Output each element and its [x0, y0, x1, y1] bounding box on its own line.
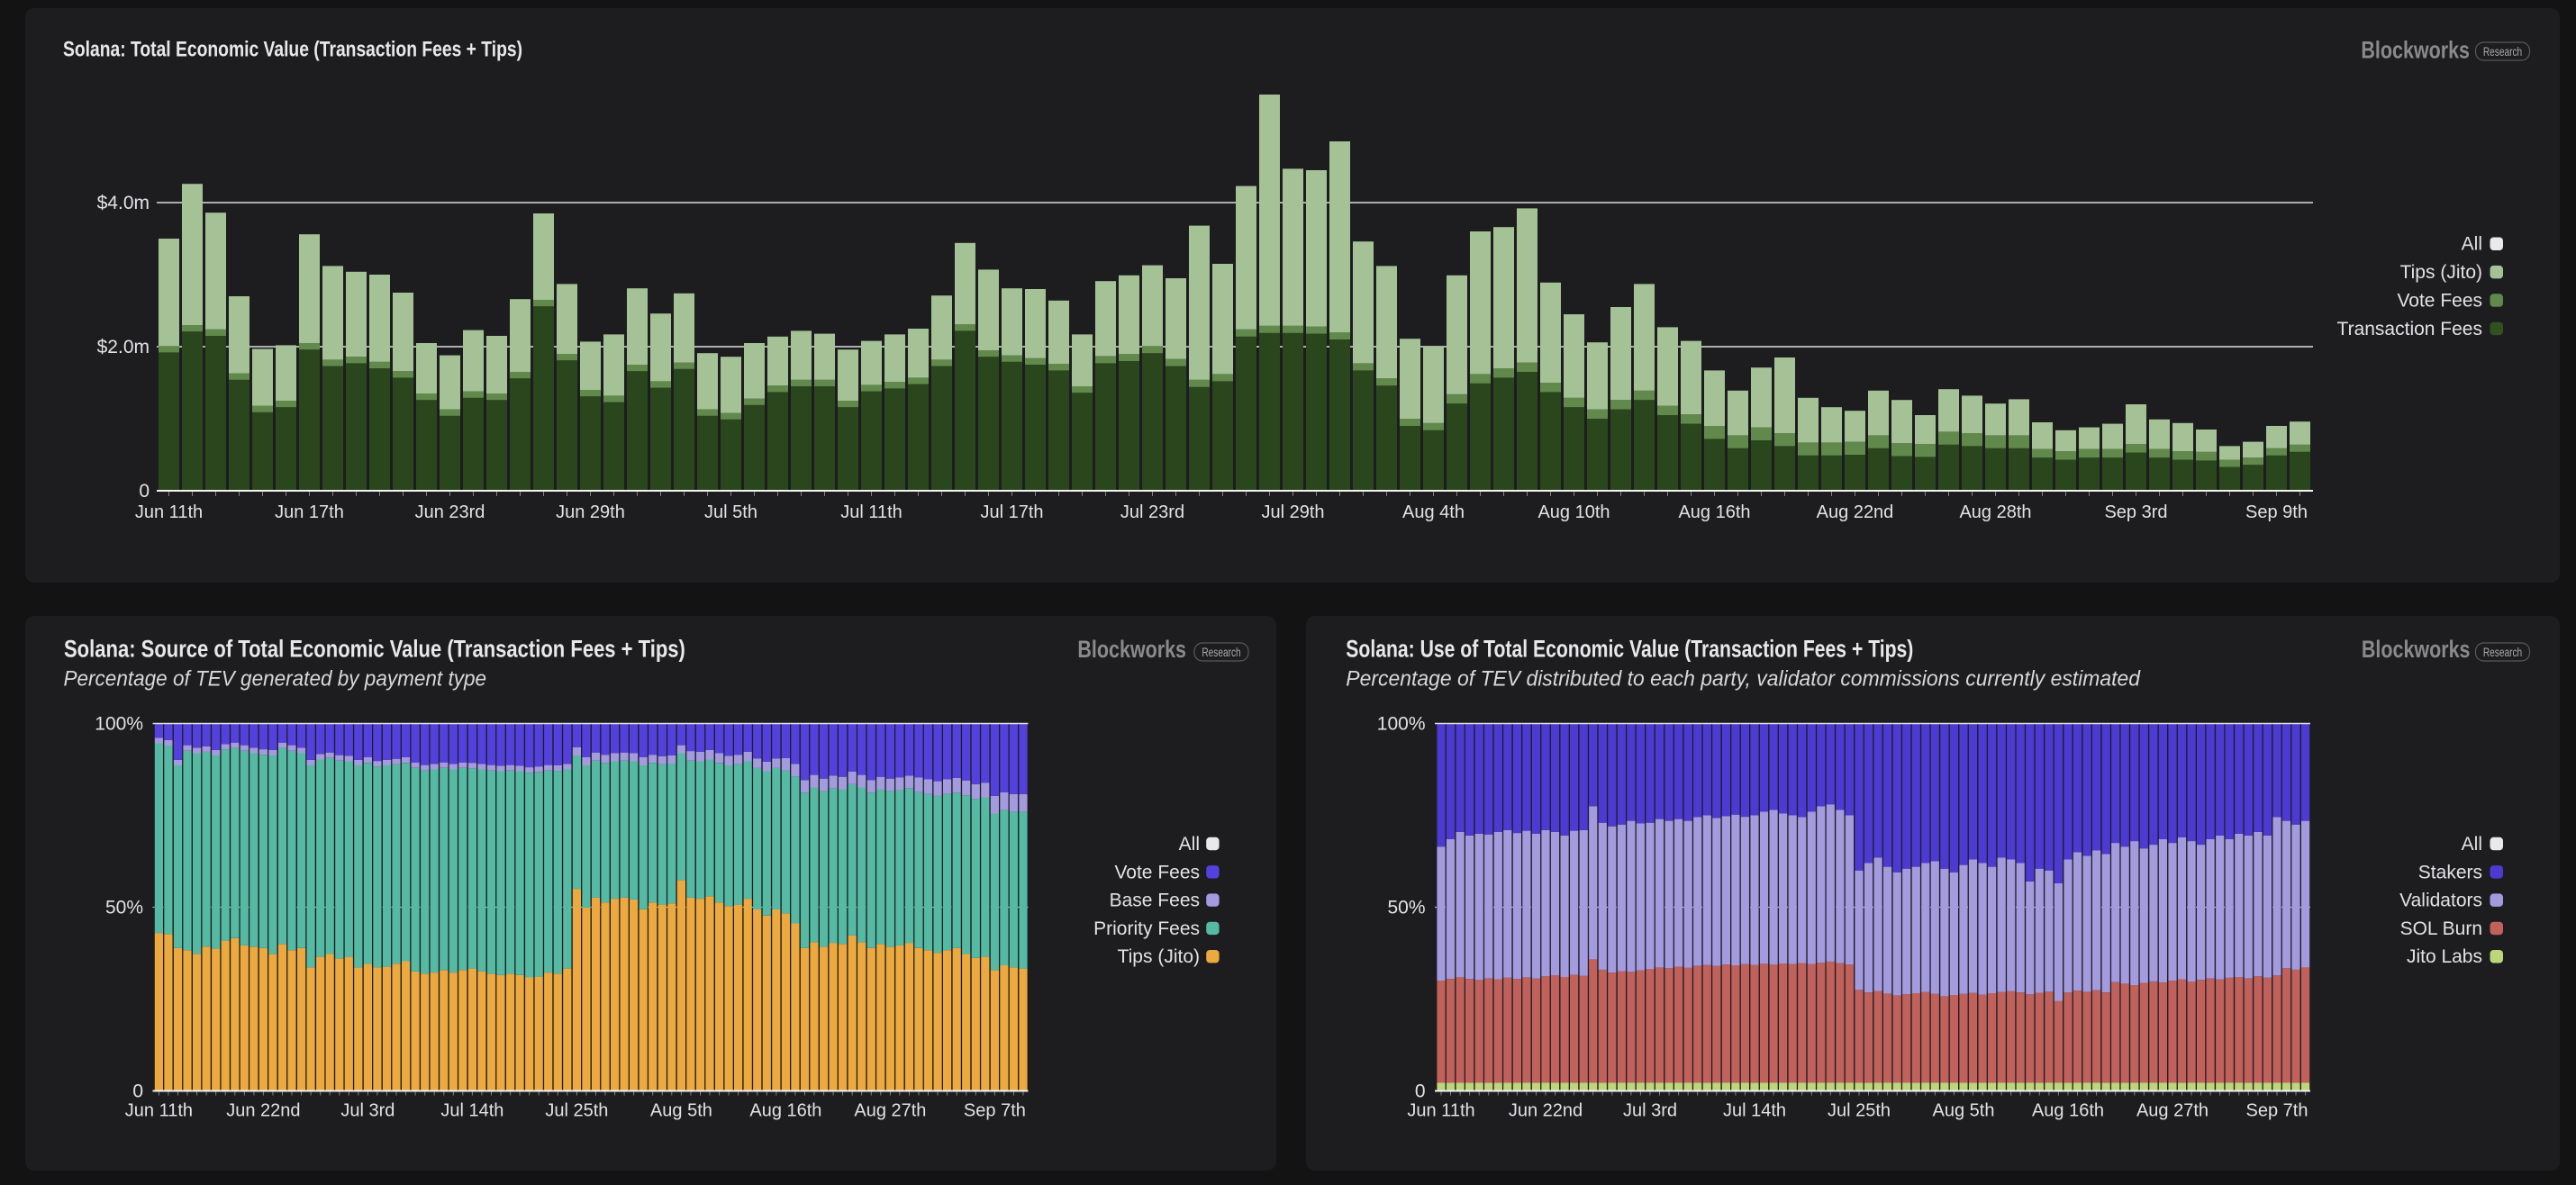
svg-text:$2.0m: $2.0m — [97, 337, 150, 357]
svg-text:Jun 17th: Jun 17th — [275, 502, 344, 522]
svg-text:0: 0 — [1415, 1081, 1426, 1102]
svg-text:Sep 7th: Sep 7th — [964, 1101, 1026, 1121]
svg-text:Tips (Jito): Tips (Jito) — [1118, 946, 1200, 967]
svg-text:Jun 11th: Jun 11th — [135, 502, 203, 522]
svg-text:Vote Fees: Vote Fees — [1114, 862, 1200, 882]
svg-text:Jul 25th: Jul 25th — [1828, 1101, 1891, 1121]
svg-text:Jul 3rd: Jul 3rd — [1623, 1101, 1677, 1121]
svg-text:Tips (Jito): Tips (Jito) — [2400, 262, 2482, 283]
svg-text:Aug 27th: Aug 27th — [2136, 1101, 2209, 1121]
svg-text:All: All — [2462, 234, 2482, 255]
svg-text:Jul 25th: Jul 25th — [545, 1101, 608, 1121]
svg-text:Validators: Validators — [2399, 891, 2482, 911]
svg-text:Jul 11th: Jul 11th — [840, 502, 903, 522]
svg-text:Solana: Use of Total Economic: Solana: Use of Total Economic Value (Tra… — [1346, 636, 1913, 663]
svg-text:Research: Research — [2483, 44, 2522, 59]
svg-text:100%: 100% — [1377, 714, 1426, 735]
svg-text:Jun 22nd: Jun 22nd — [226, 1101, 300, 1121]
svg-text:Stakers: Stakers — [2418, 862, 2482, 882]
svg-text:Aug 16th: Aug 16th — [2032, 1101, 2104, 1121]
svg-text:Percentage of TEV generated by: Percentage of TEV generated by payment t… — [64, 666, 487, 691]
svg-text:Vote Fees: Vote Fees — [2397, 291, 2482, 312]
svg-text:Blockworks: Blockworks — [2361, 37, 2470, 64]
svg-text:Jul 5th: Jul 5th — [704, 502, 757, 522]
svg-text:SOL Burn: SOL Burn — [2400, 918, 2482, 939]
svg-text:Aug 5th: Aug 5th — [1933, 1101, 1995, 1121]
svg-text:Jun 29th: Jun 29th — [556, 502, 625, 522]
svg-text:All: All — [2462, 834, 2482, 855]
svg-text:Aug 4th: Aug 4th — [1402, 502, 1465, 522]
svg-text:Aug 16th: Aug 16th — [1678, 502, 1750, 522]
svg-text:Jun 11th: Jun 11th — [1407, 1101, 1474, 1121]
svg-text:Jul 14th: Jul 14th — [440, 1101, 503, 1121]
svg-text:50%: 50% — [1387, 898, 1425, 918]
svg-text:0: 0 — [139, 481, 150, 502]
svg-text:Jul 17th: Jul 17th — [980, 502, 1043, 522]
svg-text:Aug 27th: Aug 27th — [854, 1101, 926, 1121]
svg-text:Research: Research — [2483, 645, 2522, 659]
svg-text:Sep 3rd: Sep 3rd — [2104, 502, 2167, 522]
svg-text:Solana: Source of Total Econom: Solana: Source of Total Economic Value (… — [64, 636, 685, 663]
svg-text:Jul 3rd: Jul 3rd — [340, 1101, 395, 1121]
svg-text:$4.0m: $4.0m — [97, 193, 150, 213]
svg-text:50%: 50% — [105, 898, 143, 918]
svg-text:Aug 16th: Aug 16th — [749, 1101, 821, 1121]
svg-text:Jul 14th: Jul 14th — [1723, 1101, 1786, 1121]
svg-text:Jun 11th: Jun 11th — [125, 1101, 193, 1121]
svg-text:Priority Fees: Priority Fees — [1093, 918, 1200, 939]
svg-text:Jul 29th: Jul 29th — [1261, 502, 1324, 522]
svg-text:100%: 100% — [95, 714, 143, 735]
svg-text:Aug 22nd: Aug 22nd — [1817, 502, 1894, 522]
svg-text:Sep 7th: Sep 7th — [2246, 1101, 2308, 1121]
svg-text:Blockworks: Blockworks — [2362, 637, 2471, 664]
svg-text:Research: Research — [1202, 645, 1240, 659]
svg-text:Jun 23rd: Jun 23rd — [415, 502, 485, 522]
svg-text:Aug 28th: Aug 28th — [1959, 502, 2031, 522]
svg-text:Aug 10th: Aug 10th — [1537, 502, 1610, 522]
svg-text:Solana: Total Economic Value (: Solana: Total Economic Value (Transactio… — [63, 36, 522, 61]
svg-text:Transaction Fees: Transaction Fees — [2337, 319, 2482, 339]
svg-text:Jito Labs: Jito Labs — [2407, 946, 2482, 967]
svg-text:Blockworks: Blockworks — [1077, 637, 1186, 664]
svg-text:Jul 23rd: Jul 23rd — [1120, 502, 1184, 522]
svg-text:Sep 9th: Sep 9th — [2245, 502, 2308, 522]
svg-text:Percentage of TEV distributed: Percentage of TEV distributed to each pa… — [1346, 666, 2141, 691]
svg-text:Aug 5th: Aug 5th — [650, 1101, 712, 1121]
svg-text:Jun 22nd: Jun 22nd — [1509, 1101, 1583, 1121]
svg-text:Base Fees: Base Fees — [1110, 891, 1200, 911]
svg-text:All: All — [1179, 834, 1200, 855]
svg-text:0: 0 — [132, 1081, 143, 1102]
